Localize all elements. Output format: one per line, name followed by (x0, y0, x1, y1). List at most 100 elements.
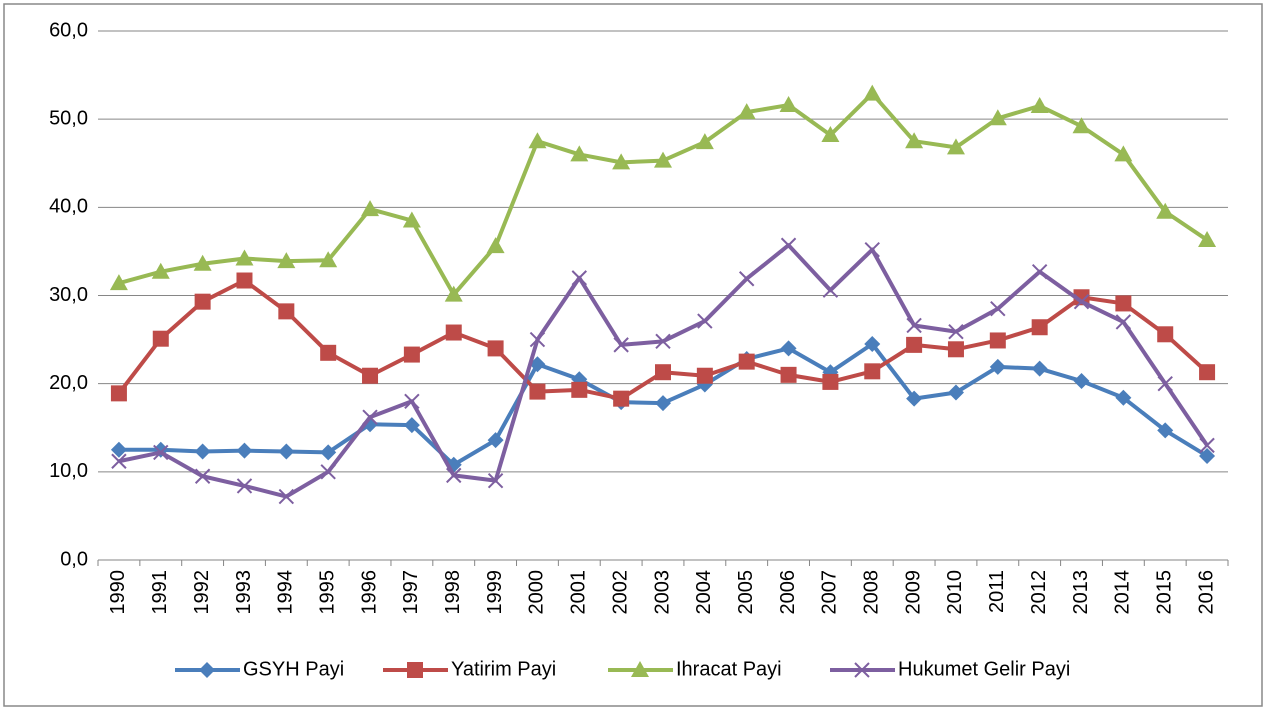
marker (905, 132, 924, 149)
marker (822, 373, 839, 390)
x-tick-label: 1994 (275, 570, 297, 615)
marker (361, 200, 380, 217)
marker (402, 211, 421, 228)
legend-label: Ihracat Payi (676, 658, 782, 680)
x-tick-label: 2016 (1195, 570, 1217, 615)
marker (110, 441, 127, 458)
marker (1031, 263, 1048, 280)
marker (151, 262, 170, 279)
marker (737, 103, 756, 120)
marker (194, 443, 211, 460)
marker (864, 241, 880, 258)
x-tick-label: 2005 (735, 570, 757, 615)
y-tick-label: 50,0 (49, 107, 88, 129)
x-tick-label: 2010 (944, 570, 966, 615)
marker (613, 337, 629, 353)
marker (822, 282, 839, 298)
x-tick-label: 1998 (442, 570, 464, 615)
x-tick-label: 1999 (484, 570, 506, 615)
marker (404, 393, 420, 410)
marker (570, 145, 589, 162)
chart-frame (3, 3, 1263, 707)
marker (152, 330, 169, 347)
x-tick-label: 1990 (107, 570, 129, 615)
marker (444, 285, 463, 302)
marker (1031, 319, 1048, 336)
marker (1115, 389, 1132, 406)
marker (780, 340, 797, 357)
marker (109, 274, 128, 291)
marker (199, 662, 215, 678)
marker (1156, 202, 1175, 219)
legend-label: Yatirim Payi (451, 658, 556, 680)
marker (111, 453, 127, 469)
marker (948, 323, 964, 340)
x-tick-label: 2000 (526, 570, 548, 615)
marker (990, 301, 1006, 317)
marker (947, 384, 964, 401)
marker (738, 353, 755, 370)
marker (1031, 360, 1048, 377)
marker (194, 293, 211, 310)
marker (655, 395, 671, 412)
marker (780, 237, 797, 253)
x-tick-label: 2012 (1028, 570, 1050, 615)
y-tick-label: 40,0 (49, 196, 88, 218)
x-tick-label: 1992 (191, 570, 213, 615)
marker (613, 390, 630, 407)
marker (193, 254, 212, 271)
marker (486, 237, 505, 254)
marker (571, 381, 588, 398)
marker (487, 340, 504, 357)
marker (1199, 364, 1216, 381)
marker (529, 383, 546, 400)
marker (153, 444, 169, 461)
marker (1073, 293, 1090, 310)
marker (864, 335, 881, 352)
marker (906, 317, 922, 334)
marker (236, 442, 253, 459)
marker (654, 151, 672, 168)
x-tick-label: 2001 (568, 570, 590, 615)
x-tick-label: 2004 (693, 570, 715, 615)
marker (487, 432, 504, 449)
x-tick-label: 1991 (149, 570, 171, 615)
x-tick-label: 2011 (986, 570, 1008, 613)
marker (1157, 375, 1173, 392)
x-tick-label: 1997 (400, 570, 422, 615)
marker (571, 270, 588, 286)
marker (277, 252, 296, 269)
marker (1199, 447, 1216, 464)
x-tick-label: 2015 (1154, 570, 1176, 615)
x-tick-label: 2006 (777, 570, 799, 615)
marker (1157, 326, 1174, 343)
legend-label: GSYH Payi (243, 658, 344, 680)
marker (529, 356, 546, 373)
marker (988, 109, 1007, 126)
marker (612, 153, 631, 170)
marker (487, 472, 504, 489)
marker (110, 385, 127, 402)
legend-label: Hukumet Gelir Payi (898, 658, 1070, 680)
marker (655, 364, 671, 381)
marker (863, 84, 882, 101)
marker (1157, 422, 1174, 439)
marker (446, 467, 462, 484)
marker (1199, 437, 1215, 454)
x-tick-label: 2008 (861, 570, 883, 615)
y-tick-label: 20,0 (49, 372, 88, 394)
x-tick-label: 2007 (819, 570, 841, 615)
marker (407, 662, 423, 678)
marker (278, 303, 295, 320)
x-tick-label: 2002 (609, 570, 631, 615)
marker (1030, 96, 1049, 113)
marker (1198, 230, 1217, 247)
marker (1072, 117, 1091, 134)
marker (946, 138, 965, 155)
marker (278, 443, 295, 460)
x-tick-label: 2014 (1112, 570, 1134, 615)
x-tick-label: 2009 (902, 570, 924, 615)
marker (362, 409, 378, 425)
marker (655, 333, 671, 350)
